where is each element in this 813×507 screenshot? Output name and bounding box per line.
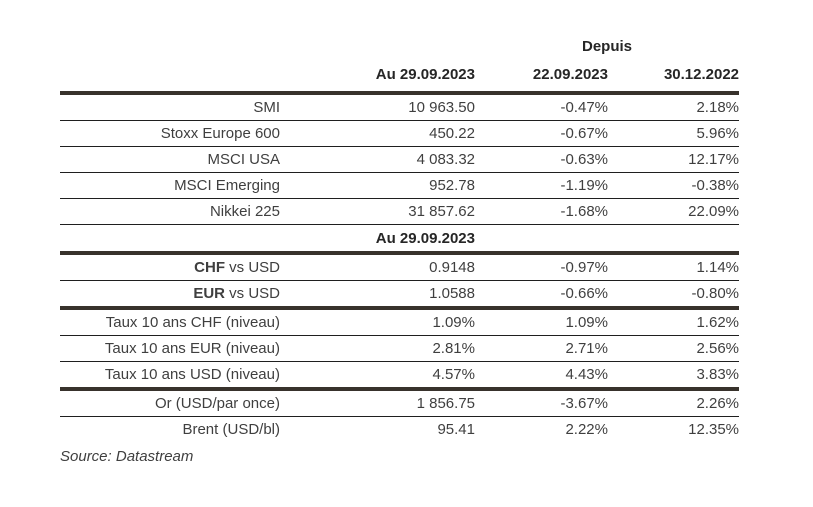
- chg-ytd-cell: 12.17%: [608, 146, 740, 173]
- chg-week-cell: -0.47%: [475, 93, 608, 121]
- value-cell: 4.57%: [280, 361, 475, 391]
- section-header-asof: Au 29.09.2023: [280, 224, 475, 255]
- chg-week-cell: -0.66%: [475, 280, 608, 310]
- source-note: Source: Datastream: [60, 447, 194, 465]
- chg-ytd-cell: 2.56%: [608, 335, 740, 362]
- chg-week-cell: 2.22%: [565, 421, 608, 438]
- row-label: Taux 10 ans EUR (niveau): [60, 335, 280, 362]
- spacer-cell: [60, 58, 280, 95]
- row-label: MSCI USA: [60, 146, 280, 173]
- column-header-row: Au 29.09.2023 22.09.2023 30.12.2022: [60, 58, 740, 95]
- chg-ytd-cell: -0.80%: [608, 280, 740, 310]
- chg-week-cell: -1.19%: [475, 172, 608, 199]
- value-cell: 4 083.32: [280, 146, 475, 173]
- row-label: Taux 10 ans USD (niveau): [60, 361, 280, 391]
- chg-ytd-cell: 1.14%: [608, 253, 740, 281]
- table-row-rate-usd: Taux 10 ans USD (niveau) 4.57% 4.43% 3.8…: [60, 361, 740, 391]
- chg-ytd-cell: 1.62%: [608, 308, 740, 336]
- chg-ytd-cell: 3.83%: [608, 361, 740, 391]
- spacer-cell: [475, 224, 608, 255]
- value-cell: 95.41: [437, 421, 475, 438]
- value-cell: 450.22: [280, 120, 475, 147]
- chg-week-cell: 2.71%: [475, 335, 608, 362]
- currency-pair-rest: vs USD: [224, 259, 280, 276]
- table-row-chf-usd: CHF vs USD 0.9148 -0.97% 1.14%: [60, 253, 740, 281]
- value-cell: 1.0588: [280, 280, 475, 310]
- value-cell: 1.09%: [280, 308, 475, 336]
- depuis-header: Depuis: [582, 37, 633, 55]
- table-row-nikkei: Nikkei 225 31 857.62 -1.68% 22.09%: [60, 198, 740, 225]
- row-label: Brent (USD/bl): [182, 421, 280, 438]
- table-row-rate-eur: Taux 10 ans EUR (niveau) 2.81% 2.71% 2.5…: [60, 335, 740, 362]
- chg-ytd-cell: 2.26%: [608, 389, 740, 417]
- chg-ytd-cell: 2.18%: [608, 93, 740, 121]
- currency-code: EUR: [193, 285, 225, 302]
- market-summary-table: Depuis Au 29.09.2023 22.09.2023 30.12.20…: [60, 34, 740, 470]
- currency-pair-rest: vs USD: [224, 285, 280, 302]
- table-row-stoxx: Stoxx Europe 600 450.22 -0.67% 5.96%: [60, 120, 740, 147]
- chg-ytd-cell: 5.96%: [608, 120, 740, 147]
- value-cell: 952.78: [280, 172, 475, 199]
- row-label: MSCI Emerging: [60, 172, 280, 199]
- value-cell: 0.9148: [280, 253, 475, 281]
- table-row-eur-usd: EUR vs USD 1.0588 -0.66% -0.80%: [60, 280, 740, 310]
- row-label: CHF vs USD: [60, 253, 280, 281]
- table-row-gold: Or (USD/par once) 1 856.75 -3.67% 2.26%: [60, 389, 740, 417]
- row-label: Or (USD/par once): [60, 389, 280, 417]
- source-row: Source: Datastream: [60, 442, 739, 470]
- table-row-brent: Brent (USD/bl) 95.41 2.22% 12.35%: [60, 417, 739, 443]
- row-label: Taux 10 ans CHF (niveau): [60, 308, 280, 336]
- table-row-smi: SMI 10 963.50 -0.47% 2.18%: [60, 93, 740, 121]
- spacer-cell: [60, 34, 280, 58]
- table-row-rate-chf: Taux 10 ans CHF (niveau) 1.09% 1.09% 1.6…: [60, 308, 740, 336]
- chg-week-cell: -0.63%: [475, 146, 608, 173]
- spacer-cell: [280, 34, 475, 58]
- table-row-msci-emerging: MSCI Emerging 952.78 -1.19% -0.38%: [60, 172, 740, 199]
- column-header-since-week: 22.09.2023: [475, 58, 608, 95]
- currency-code: CHF: [194, 259, 225, 276]
- spacer-cell: [60, 224, 280, 255]
- spacer-cell: [608, 224, 740, 255]
- chg-ytd-cell: 12.35%: [688, 421, 740, 438]
- market-summary-sheet: Depuis Au 29.09.2023 22.09.2023 30.12.20…: [60, 34, 740, 470]
- row-label: SMI: [60, 93, 280, 121]
- row-label: Stoxx Europe 600: [60, 120, 280, 147]
- chg-week-cell: 1.09%: [475, 308, 608, 336]
- chg-ytd-cell: -0.38%: [608, 172, 740, 199]
- row-label: EUR vs USD: [60, 280, 280, 310]
- row-label: Nikkei 225: [60, 198, 280, 225]
- column-header-since-ytd: 30.12.2022: [608, 58, 740, 95]
- value-cell: 1 856.75: [280, 389, 475, 417]
- table-row-msci-usa: MSCI USA 4 083.32 -0.63% 12.17%: [60, 146, 740, 173]
- chg-week-cell: -0.97%: [475, 253, 608, 281]
- chg-week-cell: -1.68%: [475, 198, 608, 225]
- value-cell: 31 857.62: [280, 198, 475, 225]
- column-header-asof: Au 29.09.2023: [280, 58, 475, 95]
- value-cell: 10 963.50: [280, 93, 475, 121]
- depuis-header-row: Depuis: [60, 34, 739, 58]
- chg-ytd-cell: 22.09%: [608, 198, 740, 225]
- section-header-row: Au 29.09.2023: [60, 224, 740, 255]
- chg-week-cell: -3.67%: [475, 389, 608, 417]
- value-cell: 2.81%: [280, 335, 475, 362]
- chg-week-cell: -0.67%: [475, 120, 608, 147]
- chg-week-cell: 4.43%: [475, 361, 608, 391]
